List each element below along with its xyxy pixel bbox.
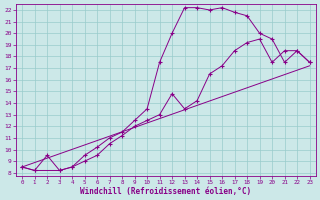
X-axis label: Windchill (Refroidissement éolien,°C): Windchill (Refroidissement éolien,°C): [80, 187, 252, 196]
